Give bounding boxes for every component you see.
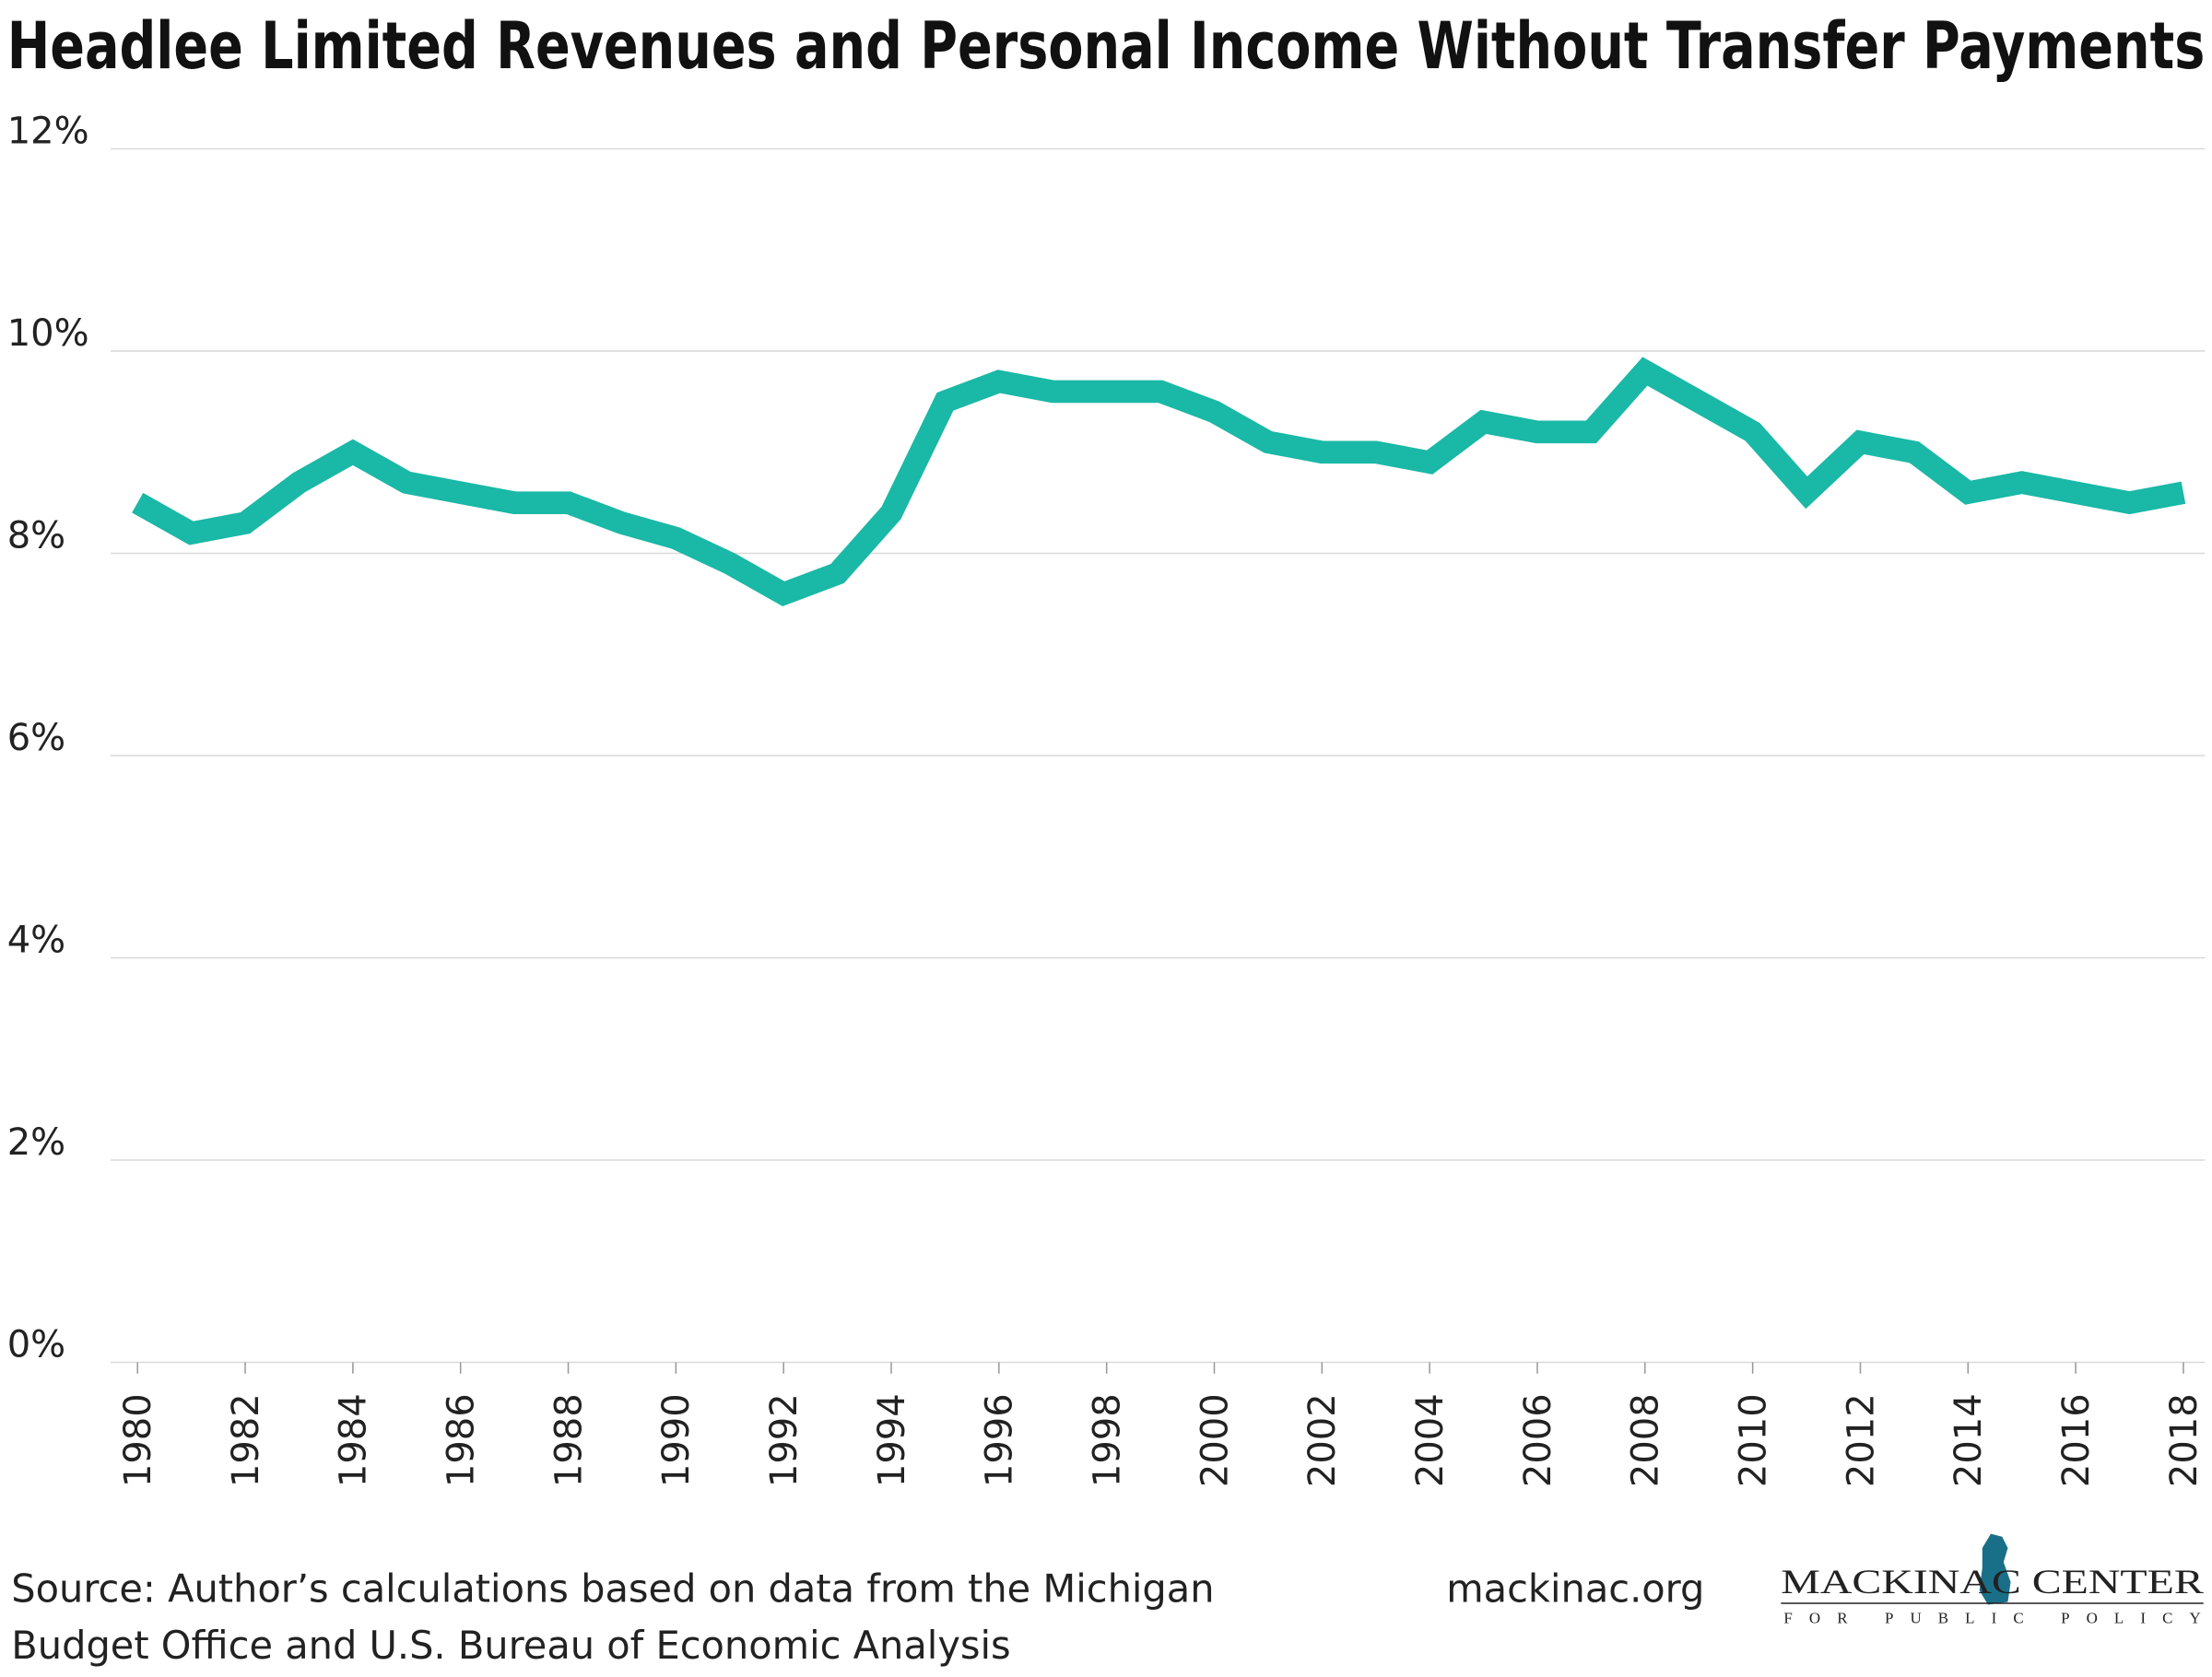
x-tick-label: 2006 — [1517, 1393, 1559, 1487]
x-tick-label: 1984 — [333, 1393, 375, 1487]
x-tick-label: 2010 — [1732, 1393, 1774, 1487]
x-tick-label: 2008 — [1625, 1393, 1667, 1487]
source-line: Source: Author’s calculations based on d… — [11, 1566, 1214, 1611]
x-tick-label: 1996 — [979, 1393, 1021, 1487]
chart-title: Headlee Limited Revenues and Personal In… — [7, 7, 2206, 84]
logo-name: MACKINAC CENTER — [1781, 1563, 2204, 1601]
x-tick-label: 1992 — [763, 1393, 806, 1487]
y-tick-label: 2% — [7, 1121, 65, 1164]
x-tick-label: 2000 — [1194, 1393, 1236, 1487]
x-tick-label: 1988 — [547, 1393, 590, 1487]
y-tick-label: 12% — [7, 110, 89, 152]
x-tick-label: 1998 — [1087, 1393, 1129, 1487]
x-tick-label: 1990 — [655, 1393, 698, 1487]
y-tick-label: 6% — [7, 717, 65, 759]
x-tick-label: 1982 — [225, 1393, 267, 1487]
x-tick-label: 1986 — [441, 1393, 483, 1487]
logo-tagline: FOR PUBLIC POLICY — [1783, 1610, 2200, 1627]
x-tick-label: 1994 — [871, 1393, 913, 1487]
x-tick-label: 2012 — [1840, 1393, 1882, 1487]
line-series — [132, 357, 2186, 606]
y-tick-label: 10% — [7, 312, 89, 355]
y-tick-label: 4% — [7, 919, 65, 961]
source-line: Budget Office and U.S. Bureau of Economi… — [11, 1623, 1010, 1668]
website: mackinac.org — [1446, 1566, 1704, 1611]
y-tick-label: 0% — [7, 1323, 65, 1366]
y-tick-label: 8% — [7, 514, 65, 557]
x-tick-label: 1980 — [117, 1393, 159, 1487]
x-tick-label: 2014 — [1947, 1393, 1990, 1487]
x-tick-label: 2018 — [2163, 1393, 2206, 1487]
x-tick-label: 2004 — [1409, 1393, 1452, 1487]
logo-icon — [1979, 1533, 2011, 1605]
x-tick-label: 2016 — [2055, 1393, 2098, 1487]
x-tick-label: 2002 — [1301, 1393, 1344, 1487]
